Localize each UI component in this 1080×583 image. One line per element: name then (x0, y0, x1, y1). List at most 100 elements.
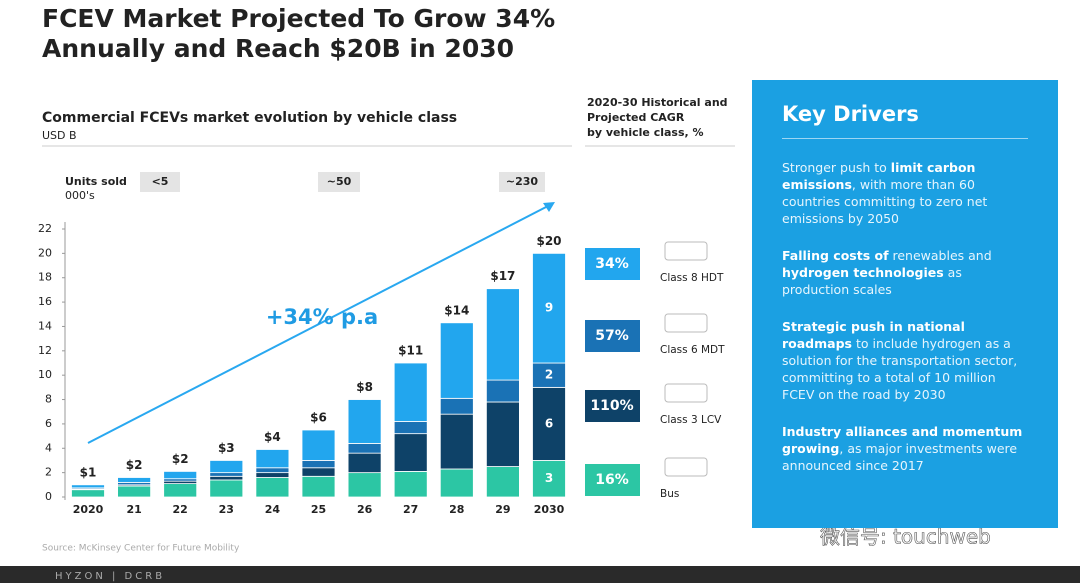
driver-text: hydrogen technologies (782, 265, 944, 280)
bar-segment (301, 467, 336, 477)
total-label: $8 (356, 380, 373, 394)
y-tick-label: 8 (45, 393, 52, 406)
x-tick-label: 27 (403, 503, 418, 516)
cagr-label: 34% (595, 256, 629, 272)
bar-segment (439, 413, 474, 470)
units-box (140, 172, 180, 192)
bar-segment (347, 442, 382, 454)
cagr-title: by vehicle class, % (587, 126, 704, 139)
bar-segment (255, 449, 290, 469)
driver-text: limit carbon emissions (782, 160, 976, 192)
series-name: Class 3 LCV (660, 414, 722, 426)
bar-segment (117, 485, 151, 498)
cagr-title: 2020-30 Historical and (587, 96, 728, 109)
y-tick-label: 2 (45, 466, 52, 479)
key-drivers-panel: Key Drivers Stronger push to limit carbo… (752, 80, 1058, 528)
title: FCEV Market Projected To Grow 34% (42, 4, 555, 33)
bar-segment (485, 466, 520, 498)
cagr-label: 110% (590, 398, 633, 414)
x-tick-label: 23 (219, 503, 234, 516)
driver-text: renewables and (888, 248, 992, 263)
units-label: ~230 (506, 175, 539, 188)
bar-segment (439, 468, 474, 498)
units-box (499, 172, 545, 192)
footer-bar (0, 566, 1080, 583)
bar-segment (301, 475, 336, 498)
total-label: $3 (218, 441, 235, 455)
x-tick-label: 24 (265, 503, 281, 516)
units-box (318, 172, 360, 192)
y-tick-label: 20 (38, 246, 52, 259)
driver: Stronger push to limit carbon emissions,… (782, 159, 1028, 227)
segment-label: 6 (545, 416, 553, 430)
driver-text: Industry alliances and momentum growing (782, 424, 1023, 456)
y-tick-label: 12 (38, 344, 52, 357)
bar-segment (532, 362, 566, 388)
bar-segment (485, 288, 520, 381)
x-tick-label: 28 (449, 503, 464, 516)
units-title: Units sold (65, 175, 127, 188)
segment-label: 3 (545, 471, 553, 485)
y-tick-label: 16 (38, 295, 52, 308)
driver-text: as production scales (782, 265, 962, 297)
bar-segment (485, 379, 520, 403)
total-label: $11 (398, 344, 423, 358)
total-label: $4 (264, 430, 281, 444)
source: Source: McKinsey Center for Future Mobil… (42, 544, 240, 554)
y-tick-label: 18 (38, 271, 52, 284)
chart-title: Commercial FCEVs market evolution by veh… (42, 110, 457, 126)
vehicle-icon (664, 383, 708, 403)
total-label: $2 (126, 458, 143, 472)
series-name: Class 8 HDT (660, 272, 724, 284)
bar-segment (209, 479, 244, 498)
bar-segment (439, 397, 474, 415)
bar-segment (209, 475, 244, 481)
footer: HYZON | DCRB (55, 571, 165, 582)
driver-text: , with more than 60 countries committing… (782, 177, 988, 226)
x-tick-label: 25 (311, 503, 326, 516)
vehicle-icon (664, 313, 708, 333)
driver: Industry alliances and momentum growing,… (782, 423, 1028, 474)
y-tick-label: 6 (45, 417, 52, 430)
x-tick-label: 2030 (534, 503, 565, 516)
y-tick-label: 0 (45, 490, 52, 503)
growth-label: +34% p.a (266, 305, 378, 329)
driver-text: Falling costs of (782, 248, 889, 263)
bar-segment (393, 362, 428, 422)
bar-segment (255, 467, 290, 474)
cagr-box (585, 248, 640, 280)
arrow-head (543, 202, 555, 212)
driver-text: to include hydrogen as a solution for th… (782, 336, 1018, 402)
bar-segment (163, 483, 198, 498)
units-label: <5 (152, 175, 169, 188)
bar-segment (532, 252, 566, 364)
y-tick-label: 14 (38, 319, 52, 332)
x-tick-label: 21 (126, 503, 141, 516)
bar-segment (255, 472, 290, 478)
segment-label: 2 (545, 368, 553, 382)
panel-title: Key Drivers (782, 102, 1028, 139)
bar-segment (347, 472, 382, 498)
bar-segment (393, 433, 428, 472)
units-title: 000's (65, 189, 95, 202)
cagr-title: Projected CAGR (587, 111, 685, 124)
bar-segment (255, 477, 290, 498)
total-label: $1 (80, 465, 97, 479)
cagr-label: 57% (595, 328, 629, 344)
series-name: Class 6 MDT (660, 344, 725, 356)
y-tick-label: 10 (38, 368, 52, 381)
trend-arrow (87, 205, 549, 444)
total-label: $14 (444, 303, 469, 317)
cagr-box (585, 390, 640, 422)
units-label: ~50 (327, 175, 352, 188)
driver: Falling costs of renewables and hydrogen… (782, 247, 1028, 298)
bar-segment (71, 484, 105, 489)
bar-segment (209, 460, 244, 474)
vehicle-icon (664, 457, 708, 477)
watermark: 微信号: touchweb (820, 525, 991, 549)
y-tick-label: 4 (45, 441, 52, 454)
total-label: $6 (310, 411, 327, 425)
cagr-label: 16% (595, 472, 629, 488)
chart-subtitle: USD B (42, 129, 77, 142)
